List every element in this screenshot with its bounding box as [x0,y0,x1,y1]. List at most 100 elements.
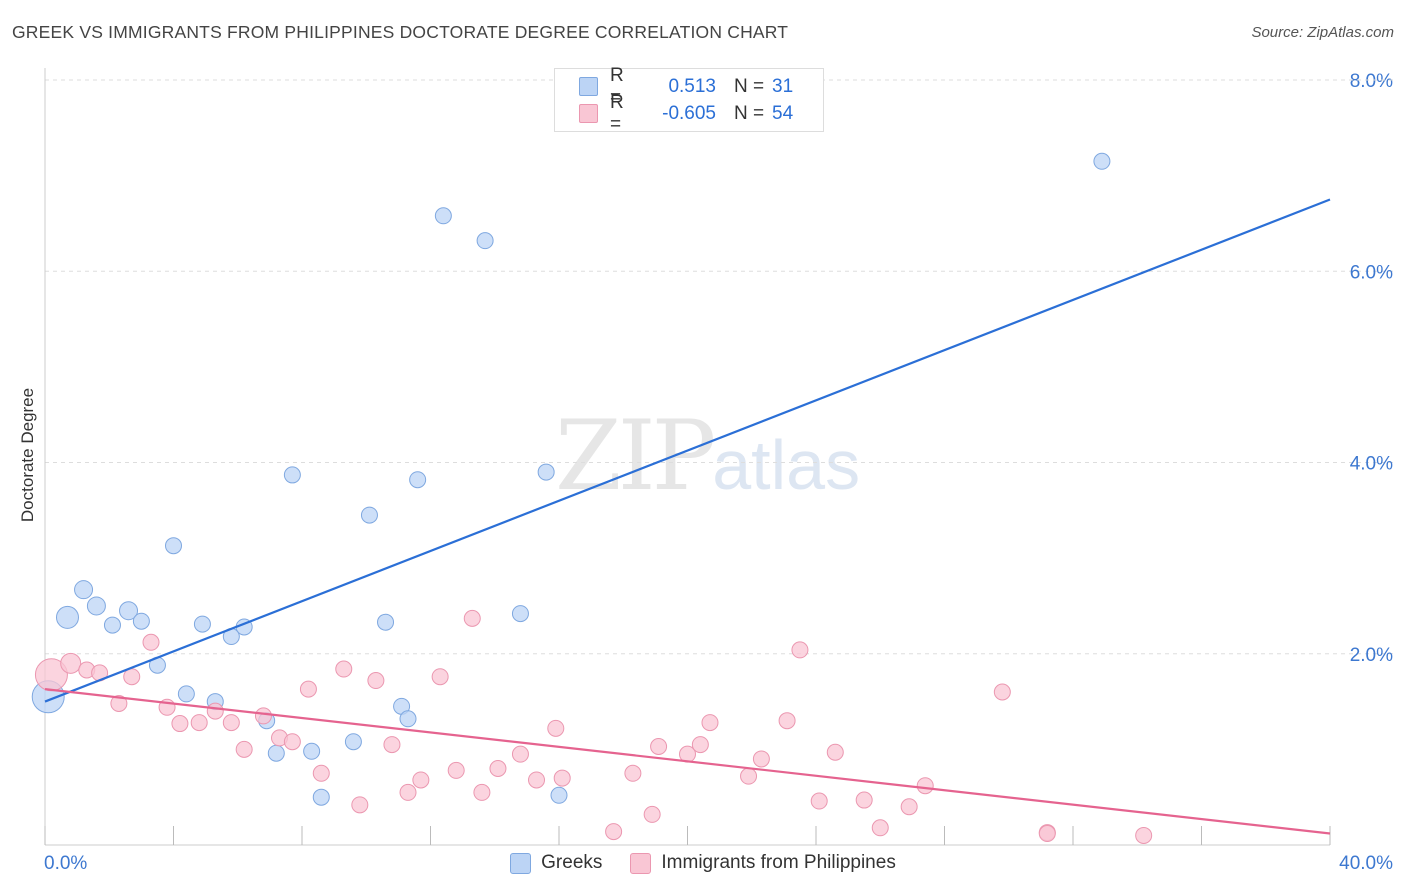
data-point-philippines [412,771,430,789]
data-point-greeks [267,744,285,762]
data-point-philippines [643,805,661,823]
data-point-philippines [993,683,1011,701]
legend-swatch-philippines [579,104,598,123]
data-point-philippines [283,733,301,751]
data-point-philippines [916,777,934,795]
data-point-greeks [476,232,494,250]
legend-n-value-greeks: 31 [772,75,794,97]
data-point-philippines [351,796,369,814]
legend-r-label: R = [610,91,624,135]
data-point-greeks [119,601,139,621]
data-point-greeks [360,506,378,524]
data-point-philippines [171,715,189,733]
legend-row-greeks: R = 0.513 N = 31 [555,65,794,108]
data-point-philippines [900,798,918,816]
chart-source: Source: ZipAtlas.com [1251,24,1394,41]
data-point-philippines [489,760,507,777]
data-point-philippines [142,633,160,651]
data-point-philippines [1135,826,1153,844]
y-tick-label: 6.0% [1350,262,1393,283]
legend-row-philippines: R = -0.605 N = 54 [555,92,794,135]
y-tick-label: 8.0% [1350,71,1393,92]
data-point-greeks [399,710,417,728]
data-point-philippines [528,771,546,789]
data-point-philippines [312,764,330,782]
series-legend-greeks[interactable]: Greeks [510,852,602,874]
trend-line-philippines [44,688,1331,835]
series-legend-label-philippines: Immigrants from Philippines [661,852,896,873]
data-point-philippines [463,609,481,627]
data-point-greeks [103,616,121,634]
data-point-philippines [206,702,224,720]
data-point-greeks [344,733,362,751]
data-point-greeks [55,605,79,629]
data-point-greeks [1093,152,1111,170]
data-point-philippines [511,745,529,763]
data-point-philippines [1038,825,1056,843]
data-point-philippines [473,783,491,801]
data-point-greeks [193,615,211,633]
data-point-greeks [86,596,106,616]
legend-n-value-philippines: 54 [772,102,794,124]
data-point-philippines [691,736,709,754]
data-point-philippines [335,660,353,678]
data-point-greeks [177,685,195,703]
data-point-greeks [283,466,301,484]
data-point-greeks [511,605,529,623]
data-point-philippines [650,738,668,756]
data-point-philippines [752,750,770,768]
data-point-greeks [165,537,182,555]
data-point-philippines [110,694,128,712]
legend-swatch-greeks [579,77,598,96]
series-swatch-greeks [510,852,532,874]
watermark-zip: ZIP [555,400,716,512]
chart-title: GREEK VS IMMIGRANTS FROM PHILIPPINES DOC… [12,22,789,42]
trend-line-greeks [44,198,1331,703]
data-point-philippines [399,783,417,801]
x-tick-label-min: 0.0% [44,853,87,874]
data-point-philippines [791,641,809,659]
data-point-greeks [132,612,150,630]
data-point-philippines [123,668,141,686]
y-tick-label: 2.0% [1350,645,1393,666]
data-point-philippines [222,714,240,732]
legend-n-label: N = [734,102,765,124]
data-point-philippines [547,719,565,737]
series-legend-philippines[interactable]: Immigrants from Philippines [630,852,896,874]
legend-r-value-philippines: -0.605 [662,102,716,124]
x-tick-label-max: 40.0% [1339,853,1393,874]
data-point-philippines [299,680,317,698]
legend-r-value-greeks: 0.513 [668,75,716,97]
watermark: ZIPatlas [555,400,860,512]
data-point-greeks [434,207,452,225]
data-point-greeks [303,742,321,760]
data-point-philippines [810,792,828,810]
data-point-philippines [190,714,208,732]
data-point-philippines [60,652,82,674]
data-point-philippines [740,767,758,785]
data-point-greeks [377,613,395,631]
data-point-philippines [871,819,889,837]
data-point-philippines [431,668,449,686]
data-point-philippines [605,823,623,841]
data-point-philippines [855,791,873,809]
y-tick-label: 4.0% [1350,454,1393,475]
data-point-philippines [254,707,272,725]
data-point-philippines [383,736,401,754]
data-point-philippines [235,740,253,758]
data-point-greeks [74,580,94,600]
data-point-greeks [409,471,427,489]
watermark-atlas: atlas [712,426,861,504]
data-point-philippines [367,672,385,690]
data-point-greeks [537,463,555,481]
correlation-legend: R = 0.513 N = 31 R = -0.605 N = 54 [554,65,824,135]
legend-n-label: N = [734,75,765,97]
data-point-philippines [447,761,465,779]
series-swatch-philippines [630,852,652,874]
data-point-philippines [826,743,844,761]
data-point-philippines [701,714,719,732]
series-legend-label-greeks: Greeks [541,852,603,873]
data-point-philippines [624,764,642,782]
data-point-greeks [312,788,330,806]
